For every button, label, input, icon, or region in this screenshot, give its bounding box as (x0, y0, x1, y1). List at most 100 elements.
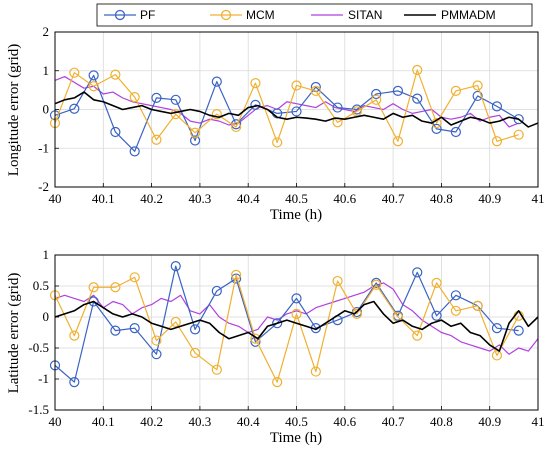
longitude-x-tick-label: 40.9 (478, 191, 501, 206)
longitude-series-pf-point (88, 70, 99, 81)
latitude-x-tick-label: 40.2 (140, 414, 163, 429)
latitude-series-mcm-point (472, 300, 483, 311)
latitude-series-mcm-point (88, 282, 99, 293)
latitude-series-pf-point (491, 323, 503, 334)
longitude-series-mcm-point (211, 109, 222, 120)
latitude-y-tick-label: 1 (43, 247, 50, 262)
longitude-x-tick-label: 41 (532, 191, 545, 206)
longitude-series (49, 64, 539, 157)
longitude-series-mcm-point (272, 137, 283, 148)
latitude-series-mcm-point (291, 308, 302, 319)
latitude-series-pf-point (88, 296, 99, 307)
latitude-y-tick-label: 0.5 (33, 278, 49, 293)
longitude-series-mcm-point (189, 127, 201, 138)
longitude-series-mcm-point (129, 91, 140, 103)
latitude-series-pf-point (450, 290, 461, 301)
latitude-x-tick-label: 40.9 (478, 414, 501, 429)
latitude-x-tick-label: 40 (49, 414, 62, 429)
latitude-series-mcm-point (231, 269, 242, 280)
longitude-series-mcm-point (250, 78, 261, 89)
latitude-series-mcm-point (450, 305, 461, 316)
longitude-x-tick-label: 40.8 (430, 191, 453, 206)
latitude-series-sitan-line (54, 282, 539, 355)
longitude-series-mcm-point (110, 69, 121, 80)
longitude-series-pf-point (491, 101, 503, 112)
longitude-series-mcm-point (392, 136, 404, 147)
longitude-series-pf-point (211, 76, 222, 87)
longitude-error-panel: 40 40.1 40.2 40.3 40.4 40.5 40.6 40.7 40.8 40.9 41… (6, 24, 545, 223)
longitude-series-mcm-point (69, 67, 80, 78)
longitude-series-mcm-point (151, 134, 162, 145)
longitude-series-pf-point (450, 126, 461, 138)
latitude-x-tick-label: 40.6 (333, 414, 356, 429)
latitude-series-pf-point (170, 261, 181, 272)
latitude-series-mcm-point (332, 275, 343, 287)
longitude-series-mcm-point (291, 80, 302, 91)
longitude-x-tick-label: 40.5 (285, 191, 308, 206)
longitude-series-pf-point (332, 102, 343, 113)
latitude-y-tick-label: -1.5 (28, 402, 49, 417)
longitude-series-mcm-point (513, 129, 524, 140)
latitude-series-mcm-point (371, 279, 382, 290)
latitude-grid (54, 254, 539, 411)
latitude-series-mcm-point (272, 377, 283, 388)
latitude-x-tick-label: 41 (532, 414, 545, 429)
longitude-x-tick-label: 40.4 (237, 191, 260, 206)
legend-marker-mcm (220, 9, 232, 21)
latitude-series-pf-point (272, 318, 283, 329)
latitude-series-pmmadm-line (54, 300, 539, 352)
latitude-y-tick-label: -1 (38, 371, 49, 386)
longitude-y-tick-label: -1 (38, 140, 49, 155)
longitude-series-pf-point (250, 99, 261, 110)
longitude-series-mcm-point (88, 81, 99, 92)
longitude-series-pf-point (371, 88, 382, 100)
latitude-series-mcm-point (211, 364, 222, 375)
longitude-y-tick-label: 0 (43, 102, 50, 117)
latitude-series-mcm-point (129, 272, 140, 283)
latitude-x-tick-label: 40.7 (382, 414, 405, 429)
latitude-series-pf-point (211, 285, 222, 297)
longitude-series-mcm-point (310, 85, 321, 97)
latitude-series-mcm-point (170, 316, 181, 328)
longitude-series-pf-point (170, 94, 181, 105)
latitude-series-pf-point (189, 324, 201, 335)
longitude-series-pf-point (392, 85, 404, 97)
longitude-x-tick-label: 40.6 (333, 191, 356, 206)
longitude-series-pf-point (431, 123, 442, 134)
longitude-series-pf-point (110, 126, 121, 138)
longitude-x-tick-label: 40.3 (189, 191, 212, 206)
latitude-series-pf-point (231, 273, 242, 284)
latitude-series-pf-point (513, 325, 524, 336)
longitude-x-tick-label: 40 (49, 191, 62, 206)
longitude-series-mcm-point (450, 85, 461, 97)
latitude-series-pf-point (110, 325, 121, 336)
longitude-x-axis-label: Time (h) (270, 207, 322, 223)
latitude-series-pf-point (431, 310, 442, 321)
latitude-series-mcm-point (491, 350, 503, 361)
latitude-series-pf-point (151, 349, 162, 360)
longitude-series-pf-point (513, 114, 524, 125)
latitude-series-mcm-point (69, 330, 80, 341)
latitude-series-mcm-point (189, 347, 201, 359)
latitude-x-tick-label: 40.3 (189, 414, 212, 429)
latitude-series-mcm-point (412, 330, 423, 341)
legend-label-sitan: SITAN (348, 8, 382, 22)
longitude-grid (54, 31, 539, 188)
latitude-y-axis-label: Latitude error (grid) (6, 273, 22, 394)
legend-label-pmmadm: PMMADM (441, 8, 496, 22)
legend: PF MCM SITAN PMMADM (96, 3, 533, 27)
latitude-x-axis-label: Time (h) (270, 430, 322, 446)
longitude-series-pf-point (151, 92, 162, 103)
longitude-series-mcm-point (412, 64, 423, 76)
longitude-y-tick-label: 1 (43, 63, 50, 78)
legend-label-pf: PF (140, 8, 155, 22)
latitude-series-mcm-line (54, 274, 520, 383)
longitude-y-tick-label: 2 (43, 24, 50, 39)
latitude-error-panel: 40 40.1 40.2 40.3 40.4 40.5 40.6 40.7 40.8 40.9 41… (6, 247, 545, 446)
latitude-series-mcm-point (310, 366, 321, 377)
latitude-series-mcm-point (250, 333, 261, 344)
legend-label-mcm: MCM (246, 8, 275, 22)
latitude-series-pf-point (69, 377, 80, 388)
longitude-ticks: 40 40.1 40.2 40.3 40.4 40.5 40.6 40.7 40.8 40.9 41… (38, 24, 544, 206)
